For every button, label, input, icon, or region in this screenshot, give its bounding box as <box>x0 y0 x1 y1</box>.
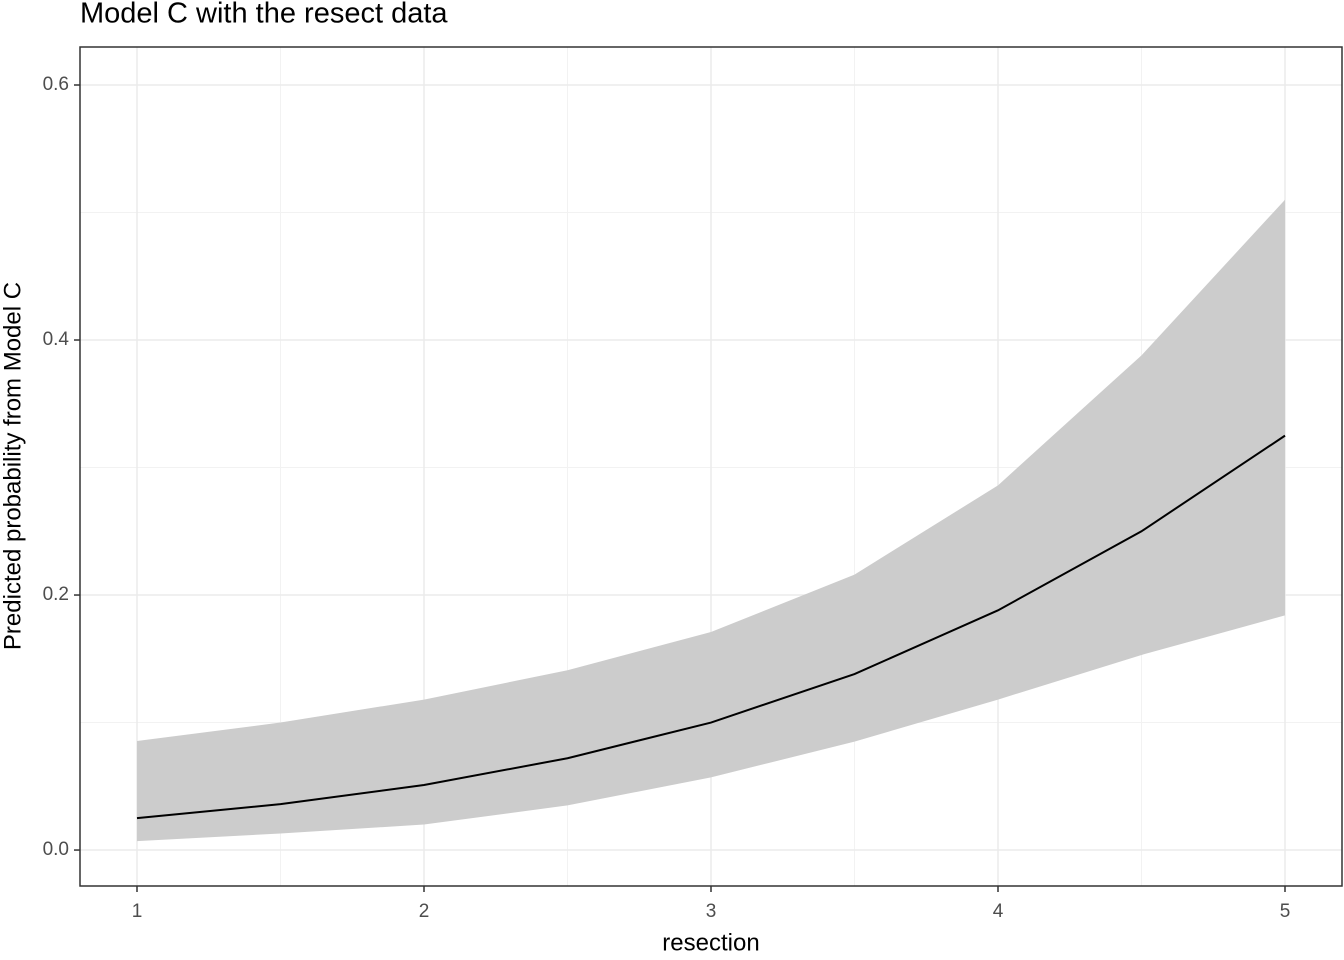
confidence-band <box>136 199 1286 842</box>
chart-title: Model C with the resect data <box>80 0 448 30</box>
y-tick-label: 0.0 <box>43 839 69 860</box>
x-tick-label: 2 <box>419 901 430 922</box>
x-tick-label: 5 <box>1280 901 1291 922</box>
y-tick-label: 0.6 <box>43 74 69 95</box>
line <box>136 434 1286 820</box>
y-tick-label: 0.2 <box>43 584 69 605</box>
y-axis-label: Predicted probability from Model C <box>0 282 26 650</box>
x-axis-label: resection <box>662 929 759 956</box>
y-tick-label: 0.4 <box>43 329 70 350</box>
x-tick-label: 4 <box>993 901 1004 922</box>
x-tick-label: 3 <box>706 901 717 922</box>
x-tick-label: 1 <box>132 901 143 922</box>
